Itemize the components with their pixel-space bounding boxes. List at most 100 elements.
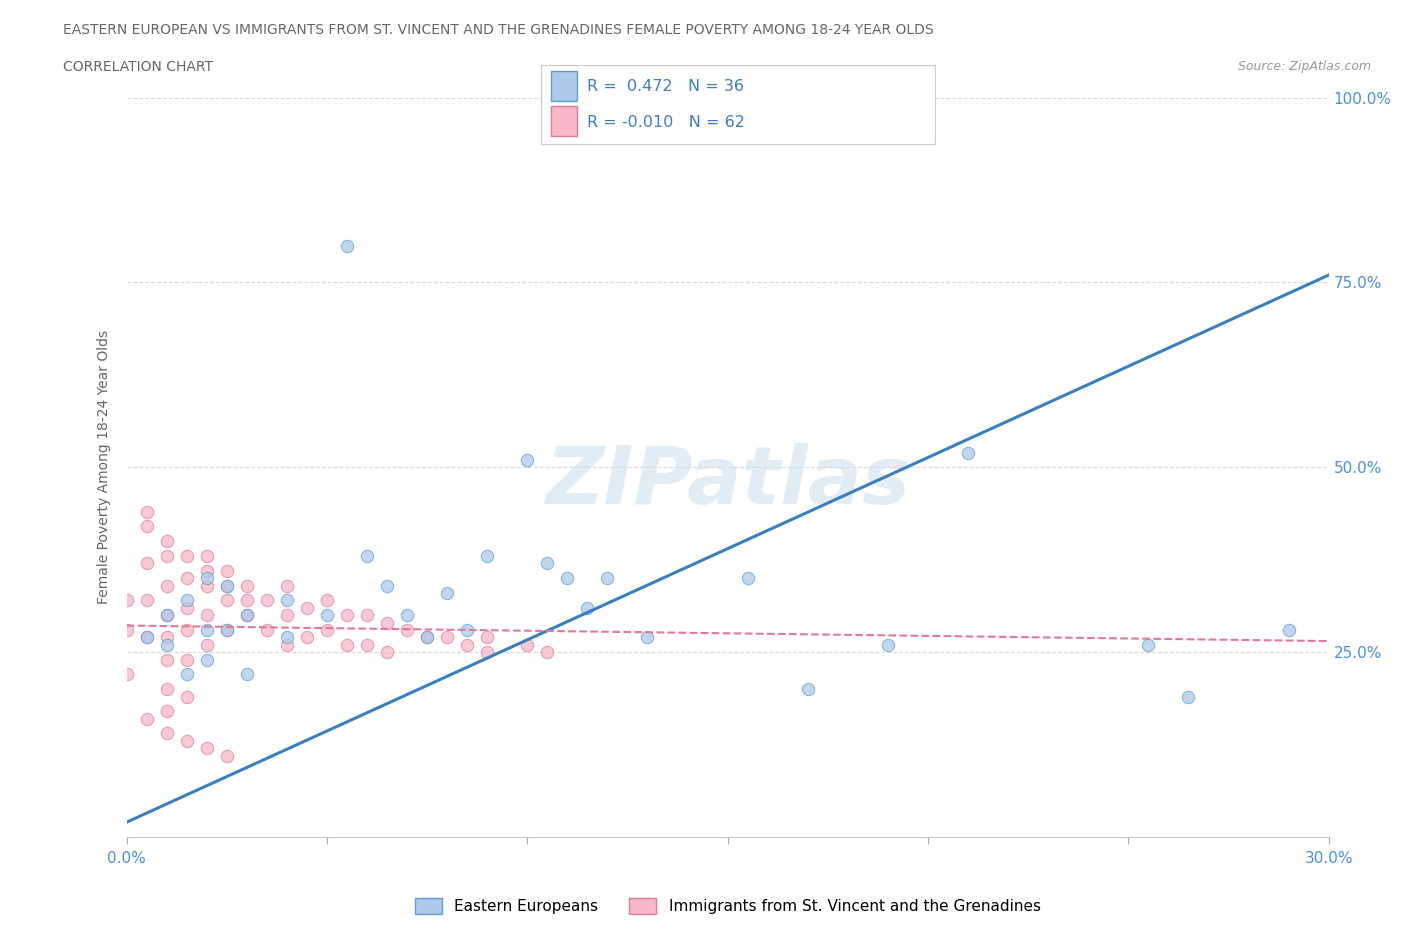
Point: [636, 630, 658, 644]
Point: [195, 741, 218, 756]
Point: [215, 578, 238, 593]
Point: [235, 608, 259, 623]
Point: [176, 571, 198, 586]
Point: [176, 549, 198, 564]
Point: [475, 549, 498, 564]
Point: [356, 637, 378, 652]
Point: [235, 667, 259, 682]
Legend: Eastern Europeans, Immigrants from St. Vincent and the Grenadines: Eastern Europeans, Immigrants from St. V…: [415, 898, 1040, 914]
Point: [276, 593, 298, 608]
Point: [155, 726, 177, 741]
Point: [135, 504, 157, 519]
Point: [1137, 637, 1160, 652]
Point: [176, 689, 198, 704]
Point: [536, 556, 558, 571]
Point: [195, 578, 218, 593]
Point: [336, 238, 359, 253]
Point: [176, 601, 198, 616]
Point: [375, 578, 398, 593]
Point: [456, 622, 478, 637]
Point: [195, 652, 218, 667]
Point: [956, 445, 979, 460]
Point: [416, 630, 439, 644]
Point: [396, 608, 419, 623]
Point: [135, 519, 157, 534]
Point: [195, 608, 218, 623]
Point: [215, 622, 238, 637]
Point: [195, 571, 218, 586]
Point: [276, 578, 298, 593]
Point: [155, 704, 177, 719]
Point: [256, 593, 278, 608]
Point: [256, 622, 278, 637]
Point: [215, 622, 238, 637]
Point: [195, 637, 218, 652]
Point: [215, 593, 238, 608]
FancyBboxPatch shape: [551, 106, 576, 137]
Point: [195, 564, 218, 578]
Point: [135, 711, 157, 726]
Point: [336, 608, 359, 623]
Point: [557, 571, 579, 586]
Point: [176, 622, 198, 637]
Point: [155, 534, 177, 549]
Point: [295, 630, 318, 644]
Point: [1177, 689, 1199, 704]
Point: [436, 586, 458, 601]
Point: [215, 578, 238, 593]
Point: [315, 608, 337, 623]
Point: [516, 637, 538, 652]
Point: [155, 549, 177, 564]
Point: [215, 564, 238, 578]
Point: [155, 630, 177, 644]
Point: [215, 749, 238, 764]
Point: [475, 644, 498, 659]
Point: [295, 601, 318, 616]
Point: [155, 578, 177, 593]
Point: [276, 630, 298, 644]
Point: [235, 608, 259, 623]
Text: EASTERN EUROPEAN VS IMMIGRANTS FROM ST. VINCENT AND THE GRENADINES FEMALE POVERT: EASTERN EUROPEAN VS IMMIGRANTS FROM ST. …: [63, 23, 934, 37]
Y-axis label: Female Poverty Among 18-24 Year Olds: Female Poverty Among 18-24 Year Olds: [97, 330, 111, 604]
Point: [276, 637, 298, 652]
Point: [155, 608, 177, 623]
Point: [176, 652, 198, 667]
Point: [176, 593, 198, 608]
Text: ZIPatlas: ZIPatlas: [546, 443, 910, 521]
Point: [155, 652, 177, 667]
Point: [576, 601, 599, 616]
Point: [235, 593, 259, 608]
Point: [135, 630, 157, 644]
Point: [456, 637, 478, 652]
Point: [155, 637, 177, 652]
Point: [195, 622, 218, 637]
Text: R = -0.010   N = 62: R = -0.010 N = 62: [586, 114, 744, 129]
Point: [475, 630, 498, 644]
Point: [315, 622, 337, 637]
Point: [536, 644, 558, 659]
Point: [195, 549, 218, 564]
Point: [115, 667, 138, 682]
Point: [356, 549, 378, 564]
Text: R =  0.472   N = 36: R = 0.472 N = 36: [586, 79, 744, 94]
Point: [336, 637, 359, 652]
Point: [176, 667, 198, 682]
Point: [396, 622, 419, 637]
Point: [235, 578, 259, 593]
Point: [135, 556, 157, 571]
Point: [1277, 622, 1299, 637]
Point: [176, 734, 198, 749]
Point: [135, 593, 157, 608]
Point: [436, 630, 458, 644]
Point: [416, 630, 439, 644]
Point: [155, 608, 177, 623]
Point: [796, 682, 818, 697]
Point: [877, 637, 900, 652]
FancyBboxPatch shape: [551, 71, 576, 100]
Point: [375, 644, 398, 659]
Point: [375, 615, 398, 630]
Point: [115, 593, 138, 608]
Text: CORRELATION CHART: CORRELATION CHART: [63, 60, 214, 74]
Point: [356, 608, 378, 623]
Point: [135, 630, 157, 644]
